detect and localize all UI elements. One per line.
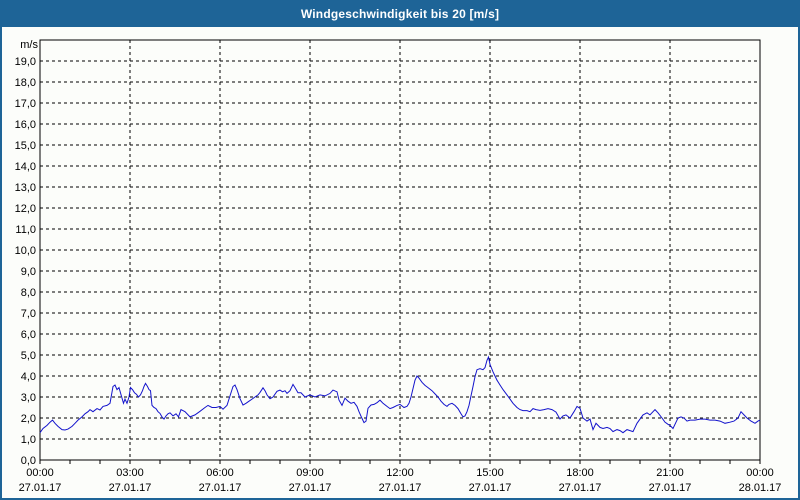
svg-text:15:00: 15:00 bbox=[476, 467, 504, 479]
svg-text:18,0: 18,0 bbox=[15, 77, 36, 89]
svg-text:27.01.17: 27.01.17 bbox=[559, 482, 602, 494]
svg-text:9,0: 9,0 bbox=[21, 266, 36, 278]
svg-text:14,0: 14,0 bbox=[15, 161, 36, 173]
svg-text:27.01.17: 27.01.17 bbox=[199, 482, 242, 494]
window-titlebar[interactable]: Windgeschwindigkeit bis 20 [m/s] bbox=[0, 0, 800, 27]
svg-text:06:00: 06:00 bbox=[206, 467, 234, 479]
svg-text:11,0: 11,0 bbox=[15, 224, 36, 236]
svg-text:27.01.17: 27.01.17 bbox=[469, 482, 512, 494]
y-axis-tick-labels: 0,0 1,0 2,0 3,0 4,0 5,0 6,0 7,0 8,0 9,0 10,0 11,0 12… bbox=[15, 56, 36, 467]
wind-speed-chart: 0,0 1,0 2,0 3,0 4,0 5,0 6,0 7,0 8,0 9,0 10,0 11,0 12… bbox=[15, 39, 782, 494]
plot-border bbox=[39, 39, 761, 461]
svg-text:27.01.17: 27.01.17 bbox=[289, 482, 332, 494]
svg-text:16,0: 16,0 bbox=[15, 119, 36, 131]
svg-text:8,0: 8,0 bbox=[21, 287, 36, 299]
svg-text:19,0: 19,0 bbox=[15, 56, 36, 68]
y-axis-unit-label: m/s bbox=[20, 39, 38, 51]
svg-text:3,0: 3,0 bbox=[21, 392, 36, 404]
svg-text:09:00: 09:00 bbox=[296, 467, 324, 479]
x-axis-hour-ticks bbox=[39, 460, 761, 464]
svg-text:7,0: 7,0 bbox=[21, 308, 36, 320]
svg-text:27.01.17: 27.01.17 bbox=[19, 482, 62, 494]
svg-text:4,0: 4,0 bbox=[21, 371, 36, 383]
svg-text:5,0: 5,0 bbox=[21, 350, 36, 362]
x-axis-time-labels: 00:00 03:00 06:00 09:00 12:00 15:00 18:00 21:00… bbox=[26, 467, 774, 479]
svg-text:28.01.17: 28.01.17 bbox=[739, 482, 782, 494]
svg-text:27.01.17: 27.01.17 bbox=[109, 482, 152, 494]
window-title: Windgeschwindigkeit bis 20 [m/s] bbox=[300, 6, 500, 21]
wind-speed-line bbox=[39, 355, 761, 434]
svg-text:03:00: 03:00 bbox=[116, 467, 144, 479]
svg-text:13,0: 13,0 bbox=[15, 182, 36, 194]
svg-text:27.01.17: 27.01.17 bbox=[379, 482, 422, 494]
svg-text:12,0: 12,0 bbox=[15, 203, 36, 215]
svg-text:2,0: 2,0 bbox=[21, 413, 36, 425]
svg-text:6,0: 6,0 bbox=[21, 329, 36, 341]
svg-text:0,0: 0,0 bbox=[21, 455, 36, 467]
svg-text:1,0: 1,0 bbox=[21, 434, 36, 446]
svg-text:21:00: 21:00 bbox=[656, 467, 684, 479]
svg-text:18:00: 18:00 bbox=[566, 467, 594, 479]
svg-text:00:00: 00:00 bbox=[26, 467, 54, 479]
svg-text:15,0: 15,0 bbox=[15, 140, 36, 152]
x-axis-date-labels: 27.01.17 27.01.17 27.01.17 27.01.17 27.01.17… bbox=[19, 482, 782, 494]
svg-text:10,0: 10,0 bbox=[15, 245, 36, 257]
svg-text:27.01.17: 27.01.17 bbox=[649, 482, 692, 494]
svg-text:17,0: 17,0 bbox=[15, 98, 36, 110]
svg-text:00:00: 00:00 bbox=[746, 467, 774, 479]
svg-text:12:00: 12:00 bbox=[386, 467, 414, 479]
